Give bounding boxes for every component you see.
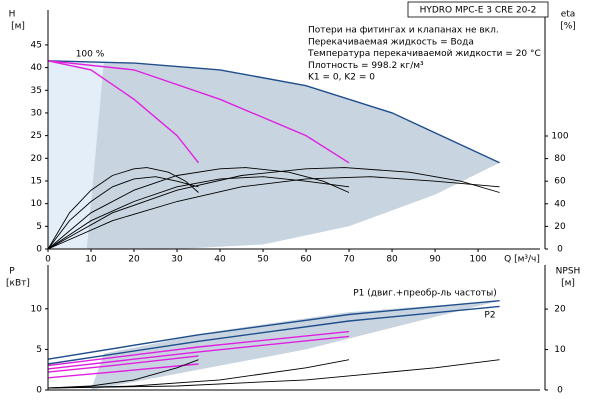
y-tick-label: 40 xyxy=(31,63,43,73)
y2-tick-label: 80 xyxy=(554,154,566,164)
y2-label: eta xyxy=(561,10,576,20)
info-line: Плотность = 998.2 кг/м³ xyxy=(308,61,424,71)
annotation: P2 xyxy=(484,311,495,321)
axes-layer xyxy=(45,10,548,391)
y2-tick-label: 20 xyxy=(554,305,566,315)
info-line: K1 = 0, K2 = 0 xyxy=(308,73,375,83)
y-unit: [кВт] xyxy=(6,279,30,289)
y-label: P xyxy=(9,267,15,277)
curve xyxy=(47,359,500,389)
x-tick-label: 30 xyxy=(171,255,183,265)
y-tick-label: 30 xyxy=(31,108,43,118)
title-box xyxy=(407,1,549,18)
x-tick-label: 50 xyxy=(257,255,269,265)
y-label: H xyxy=(9,10,16,20)
info-line: Потери на фитингах и клапанах не вкл. xyxy=(308,26,499,36)
y2-tick-label: 10 xyxy=(554,345,566,355)
x-tick-label: 90 xyxy=(429,255,441,265)
x-tick-label: 60 xyxy=(300,255,312,265)
x-label: Q [м³/ч] xyxy=(504,255,540,265)
curve xyxy=(47,305,500,365)
curve xyxy=(47,176,500,250)
y2-tick-label: 100 xyxy=(551,131,568,141)
chart-title: HYDRO MPC-E 3 CRE 20-2 xyxy=(420,6,537,16)
x-tick-label: 80 xyxy=(386,255,398,265)
y2-tick-label: 60 xyxy=(554,177,566,187)
curve xyxy=(47,355,199,373)
y2-tick-label: 20 xyxy=(554,222,566,232)
area xyxy=(86,61,500,250)
y-tick-label: 5 xyxy=(36,345,42,355)
area xyxy=(91,300,500,390)
y-tick-label: 20 xyxy=(31,154,43,164)
info-line: Перекачиваемая жидкость = Вода xyxy=(308,37,474,47)
y-tick-label: 25 xyxy=(31,131,42,141)
curve xyxy=(47,167,500,250)
y2-unit: [%] xyxy=(560,22,576,32)
x-tick-label: 40 xyxy=(214,255,226,265)
x-tick-label: 0 xyxy=(45,255,51,265)
annotation: P1 (двиг.+преобр-ль частоты) xyxy=(353,289,497,299)
curve xyxy=(47,167,199,250)
y2-label: NPSH xyxy=(556,267,581,277)
x-tick-label: 20 xyxy=(128,255,140,265)
y2-tick-label: 40 xyxy=(554,199,566,209)
curve xyxy=(47,300,500,360)
curve xyxy=(47,60,200,164)
curve xyxy=(47,176,199,250)
y-unit: [м] xyxy=(11,22,25,32)
y2-tick-label: 0 xyxy=(557,386,563,396)
y-tick-label: 5 xyxy=(36,222,42,232)
info-line: Температура перекачиваемой жидкости = 20… xyxy=(307,49,541,59)
x-tick-label: 100 xyxy=(469,255,486,265)
y-tick-label: 15 xyxy=(31,176,42,186)
curve xyxy=(47,335,350,370)
y2-unit: [м] xyxy=(561,279,575,289)
curve xyxy=(47,359,199,389)
plot-layer xyxy=(47,60,500,390)
y2-tick-label: 0 xyxy=(557,245,563,255)
y-tick-label: 35 xyxy=(31,86,42,96)
y-tick-label: 10 xyxy=(31,304,43,314)
curve xyxy=(47,60,500,164)
x-tick-label: 70 xyxy=(343,255,355,265)
curve xyxy=(47,60,350,164)
curve xyxy=(47,363,199,379)
annotation: 100 % xyxy=(76,50,105,60)
y-tick-label: 10 xyxy=(31,199,43,209)
x-tick-label: 10 xyxy=(85,255,97,265)
curve xyxy=(47,167,350,250)
curve xyxy=(47,176,350,250)
y-tick-label: 0 xyxy=(36,386,42,396)
y-tick-label: 45 xyxy=(31,40,42,50)
curve xyxy=(47,330,350,367)
y-tick-label: 0 xyxy=(36,245,42,255)
